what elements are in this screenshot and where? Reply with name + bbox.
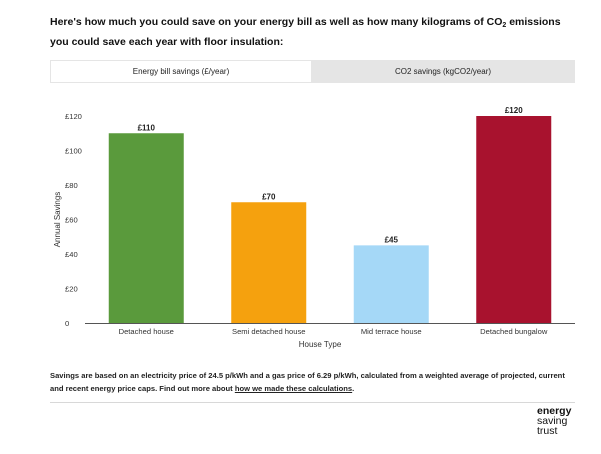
bar-chart: 0 £20 £40 £60 £80 £100 £120 Annual Savings £110 D… (53, 106, 575, 349)
intro-text-part2: emissions you could save each year with … (50, 16, 561, 48)
bar (231, 202, 307, 323)
y-tick-label: £120 (65, 112, 82, 121)
calculations-link[interactable]: how we made these calculations (234, 383, 353, 393)
chart-tabs: Energy bill savings (£/year) CO2 savings… (50, 60, 575, 83)
bar (476, 116, 552, 323)
x-tick-label: Semi detached house (232, 327, 305, 336)
data-label: £110 (138, 123, 156, 132)
x-tick-label: Detached house (119, 327, 174, 336)
data-label: £70 (262, 192, 276, 201)
intro-text-part1: Here's how much you could save on your e… (50, 16, 503, 28)
tab-energy-bill-savings[interactable]: Energy bill savings (£/year) (51, 61, 312, 82)
logo-line2: saving (537, 415, 568, 427)
y-axis-label: Annual Savings (53, 192, 62, 248)
y-tick-label: £80 (65, 181, 78, 190)
x-tick-label: Mid terrace house (361, 327, 422, 336)
x-tick-label: Detached bungalow (480, 327, 548, 336)
intro-text: Here's how much you could save on your e… (50, 14, 580, 50)
tab-co2-savings[interactable]: CO2 savings (kgCO2/year) (312, 61, 574, 82)
y-tick-label: 0 (65, 319, 69, 328)
y-tick-label: £60 (65, 216, 78, 225)
x-axis-label: House Type (299, 340, 342, 349)
divider (50, 402, 575, 403)
bar (353, 245, 429, 323)
energy-saving-trust-logo: energy saving trust (537, 405, 587, 437)
intro-text-subscript: 2 (502, 22, 507, 29)
data-label: £45 (385, 235, 399, 244)
y-tick-label: £40 (65, 250, 78, 259)
footnote: Savings are based on an electricity pric… (50, 370, 580, 395)
data-label: £120 (505, 106, 523, 115)
y-tick-label: £100 (65, 147, 82, 156)
y-tick-label: £20 (65, 285, 78, 294)
logo-line3: trust (537, 425, 558, 437)
footnote-text: Savings are based on an electricity pric… (50, 371, 565, 393)
logo-line1: energy (537, 405, 572, 417)
bar (108, 133, 184, 323)
footnote-end: . (352, 383, 355, 393)
